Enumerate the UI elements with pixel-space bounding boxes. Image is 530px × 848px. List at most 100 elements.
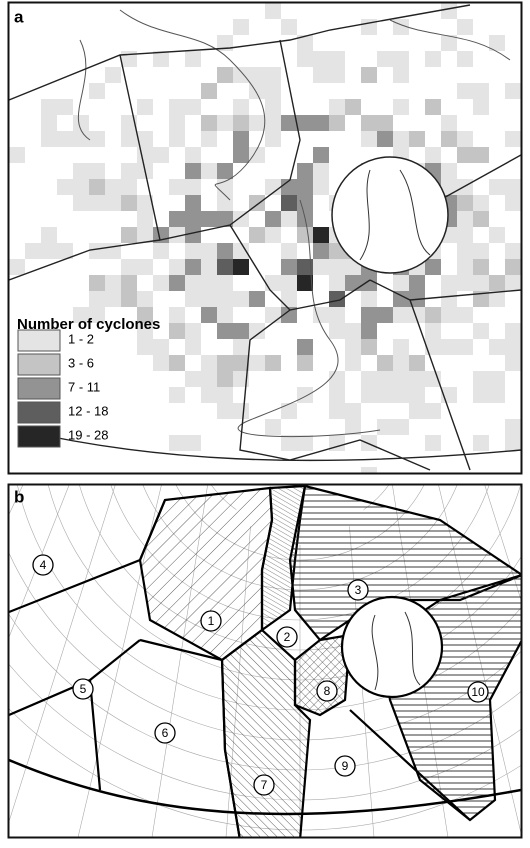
cell: [249, 67, 265, 83]
cell: [185, 99, 201, 115]
cell: [457, 195, 473, 211]
cell: [233, 19, 249, 35]
cell: [345, 323, 361, 339]
cell: [313, 67, 329, 83]
cell: [297, 163, 313, 179]
cell: [457, 83, 473, 99]
cell: [217, 291, 233, 307]
cell: [473, 83, 489, 99]
cell: [393, 131, 409, 147]
cyclone-grid: [9, 3, 521, 473]
region-marker: [200, 610, 222, 632]
cell: [313, 51, 329, 67]
cell: [457, 227, 473, 243]
cell: [233, 99, 249, 115]
cell: [73, 163, 89, 179]
cell: [329, 115, 345, 131]
cell: [281, 19, 297, 35]
cell: [313, 259, 329, 275]
cell: [441, 131, 457, 147]
cell: [377, 371, 393, 387]
cell: [233, 291, 249, 307]
cell: [265, 83, 281, 99]
cell: [201, 371, 217, 387]
cell: [89, 243, 105, 259]
cell: [489, 339, 505, 355]
cell: [249, 355, 265, 371]
cell: [361, 323, 377, 339]
cell: [121, 275, 137, 291]
cell: [217, 387, 233, 403]
cell: [409, 387, 425, 403]
cell: [281, 115, 297, 131]
cell: [441, 275, 457, 291]
panel-b-map: [9, 470, 530, 843]
graticule: [110, 485, 490, 621]
cell: [329, 259, 345, 275]
region-marker: [467, 681, 489, 703]
cell: [329, 371, 345, 387]
cell: [457, 51, 473, 67]
cell: [233, 115, 249, 131]
cell: [265, 227, 281, 243]
cell: [73, 307, 89, 323]
region-marker: [276, 626, 298, 648]
cell: [169, 323, 185, 339]
cell: [393, 355, 409, 371]
cell: [25, 243, 41, 259]
cell: [137, 195, 153, 211]
region-label: 4: [40, 558, 47, 572]
cell: [361, 307, 377, 323]
cell: [201, 291, 217, 307]
cell: [185, 323, 201, 339]
region-label: 9: [342, 759, 349, 773]
cell: [281, 291, 297, 307]
cell: [217, 355, 233, 371]
region-label: 6: [162, 726, 169, 740]
cell: [473, 259, 489, 275]
cell: [457, 211, 473, 227]
panel-label: a: [14, 7, 24, 26]
cell: [425, 51, 441, 67]
cell: [313, 163, 329, 179]
cell: [137, 291, 153, 307]
cell: [457, 275, 473, 291]
cell: [297, 275, 313, 291]
cell: [185, 195, 201, 211]
graticule: [525, 470, 530, 843]
cell: [505, 179, 521, 195]
cell: [217, 259, 233, 275]
cell: [249, 291, 265, 307]
cell: [201, 259, 217, 275]
cell: [233, 211, 249, 227]
cell: [201, 243, 217, 259]
cell: [121, 179, 137, 195]
cell: [329, 403, 345, 419]
cell: [425, 323, 441, 339]
cell: [361, 387, 377, 403]
cell: [393, 307, 409, 323]
cell: [169, 179, 185, 195]
cell: [457, 259, 473, 275]
cell: [473, 275, 489, 291]
cell: [217, 115, 233, 131]
graticule: [9, 485, 116, 823]
cell: [201, 355, 217, 371]
legend-title: Number of cyclones: [17, 316, 160, 333]
cell: [169, 387, 185, 403]
cell: [441, 179, 457, 195]
cell: [361, 291, 377, 307]
cell: [169, 115, 185, 131]
cell: [473, 291, 489, 307]
cell: [505, 339, 521, 355]
legend: 1 - 2 3 - 6 7 - 11 12 - 18 19 - 28: [17, 329, 108, 448]
cell: [377, 115, 393, 131]
cell: [201, 307, 217, 323]
cell: [505, 195, 521, 211]
region-marker: [253, 774, 275, 796]
cell: [457, 179, 473, 195]
cell: [489, 35, 505, 51]
cell: [377, 355, 393, 371]
